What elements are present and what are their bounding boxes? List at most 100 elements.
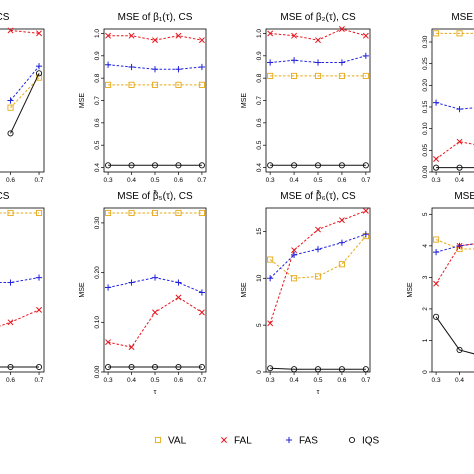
data-point-iqs xyxy=(198,162,205,169)
y-tick-label: 0.6 xyxy=(94,118,101,127)
data-point-iqs xyxy=(175,363,182,371)
data-point-fas xyxy=(290,57,298,64)
chart-panel-2: MSE of β₁(τ), CS0.3 0.4 0.5 0.6 0.70.40.50.6… xyxy=(79,12,207,196)
y-tick-label: 5 xyxy=(256,323,263,327)
data-point-val xyxy=(338,72,345,79)
data-point-iqs xyxy=(128,162,135,169)
data-point-iqs xyxy=(433,164,440,171)
series-line-fal xyxy=(435,141,474,160)
data-point-iqs xyxy=(338,162,345,169)
panel-title: MSE of β₁(τ), CS xyxy=(118,12,193,23)
data-point-val xyxy=(35,74,43,81)
data-point-fal xyxy=(105,339,112,346)
data-point-val xyxy=(456,30,463,37)
y-tick-label: 0.8 xyxy=(94,73,101,82)
x-tick-label: 0.3 xyxy=(432,177,441,184)
data-point-fas xyxy=(35,63,43,70)
chart-panel-4: MSE of β 0.3 0.4 0.00 0.05 0.10 0.15 0.20 0.25 0.… xyxy=(422,12,474,184)
x-tick-label: 0.7 xyxy=(197,377,206,384)
chart-panel-8: MSE of β 0.3 0.4 0 1 2 3 4 5 MSE xyxy=(407,191,474,384)
x-tick-label: 0.7 xyxy=(361,377,370,384)
x-tick-label: 0.4 xyxy=(455,377,464,384)
y-tick-label: 0.7 xyxy=(94,96,101,105)
data-point-iqs xyxy=(105,363,112,371)
legend-marker-iqs xyxy=(348,436,356,444)
y-axis-label: MSE xyxy=(241,93,248,109)
data-point-fas xyxy=(267,275,274,282)
y-tick-label: 0.30 xyxy=(422,35,429,48)
y-tick-label: 0.00 xyxy=(422,165,429,178)
data-point-iqs xyxy=(362,162,369,169)
data-point-fal xyxy=(7,319,14,326)
plot-frame xyxy=(103,207,207,373)
data-point-val xyxy=(128,81,135,88)
data-point-fal xyxy=(291,247,298,254)
panel-title: MSE of β xyxy=(451,12,474,23)
data-point-fas xyxy=(35,274,43,281)
x-tick-label: 0.5 xyxy=(313,177,322,184)
x-tick-label: 0.5 xyxy=(150,377,159,384)
data-point-fal xyxy=(198,37,205,44)
data-point-fal xyxy=(315,37,321,44)
chart-panel-3: MSE of β₂(τ), CS0.3 0.4 0.5 0.6 0.70.40.50.6… xyxy=(241,12,371,196)
plot-frame xyxy=(103,28,207,173)
y-tick-label: 4 xyxy=(422,244,429,248)
data-point-fal xyxy=(433,156,440,162)
data-point-iqs xyxy=(35,363,43,371)
data-point-fas xyxy=(175,279,182,286)
x-tick-label: 0.4 xyxy=(290,177,299,184)
data-point-fal xyxy=(175,294,182,301)
panel-title: τ), CS xyxy=(0,191,10,202)
series-line-fas xyxy=(108,64,202,70)
series-line-val xyxy=(269,235,367,279)
x-tick-label: 0.3 xyxy=(266,377,275,384)
data-point-iqs xyxy=(151,363,159,371)
y-tick-label: 1.0 xyxy=(94,29,101,38)
x-tick-label: 0.6 xyxy=(6,177,15,184)
data-point-iqs xyxy=(456,346,463,353)
series-line-iqs xyxy=(10,73,40,134)
y-tick-label: 0.5 xyxy=(256,140,263,149)
data-point-val xyxy=(105,81,112,88)
y-tick-label: 0 xyxy=(256,370,263,374)
x-tick-label: 0.7 xyxy=(35,377,44,384)
series-line-fal xyxy=(269,210,367,324)
y-tick-label: 2 xyxy=(422,307,429,311)
data-point-fal xyxy=(7,27,14,34)
y-tick-label: 0.10 xyxy=(94,316,101,329)
panel-title: MSE of β₅(τ), CS xyxy=(117,191,193,202)
data-point-val xyxy=(267,256,274,263)
data-point-fal xyxy=(338,26,345,32)
legend-marker-fal xyxy=(221,437,227,443)
data-point-fas xyxy=(290,251,298,258)
y-tick-label: 0.20 xyxy=(94,266,101,279)
y-tick-label: 3 xyxy=(422,275,429,279)
data-point-val xyxy=(175,81,182,88)
data-point-fal xyxy=(362,207,369,214)
data-point-iqs xyxy=(7,363,14,371)
data-point-fal xyxy=(105,32,112,39)
x-axis-label: τ xyxy=(317,189,320,196)
data-point-val xyxy=(128,209,135,217)
data-point-val xyxy=(7,209,14,217)
data-point-fas xyxy=(362,231,369,238)
legend-label-val: VAL xyxy=(168,436,187,447)
data-point-fal xyxy=(456,138,463,145)
data-point-fas xyxy=(338,59,346,66)
x-axis-label: τ xyxy=(154,189,157,196)
data-point-fas xyxy=(7,97,14,104)
x-tick-label: 0.5 xyxy=(150,177,159,184)
series-line-fal xyxy=(10,29,40,34)
x-tick-label: 0.3 xyxy=(104,377,113,384)
data-point-fal xyxy=(175,32,182,39)
x-tick-label: 0.6 xyxy=(6,377,15,384)
data-point-fas xyxy=(151,274,159,281)
chart-panel-6: MSE of β₅(τ), CS 0.3 0.4 0.5 0.6 0.7 0.00 0.10 0… xyxy=(79,191,207,396)
plot-frame xyxy=(431,28,474,173)
x-tick-label: 0.4 xyxy=(290,377,299,384)
y-tick-label: 0.7 xyxy=(256,96,263,105)
y-tick-label: 0.9 xyxy=(256,51,263,60)
data-point-fal xyxy=(152,309,158,316)
data-point-fal xyxy=(315,226,321,233)
